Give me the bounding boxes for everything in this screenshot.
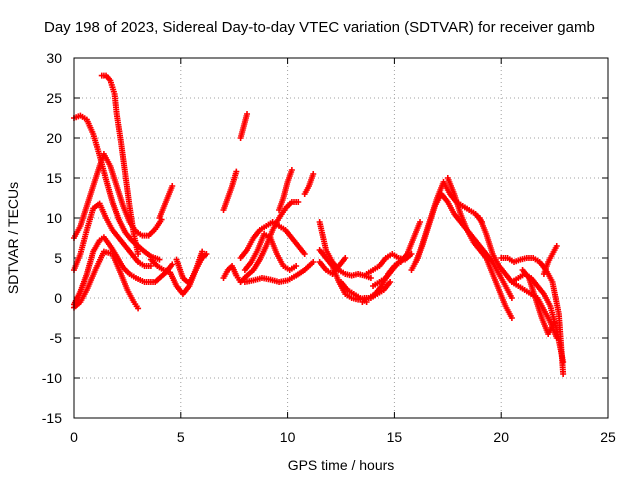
data-point: [169, 183, 176, 189]
y-tick-label: 15: [46, 170, 62, 186]
data-point: [417, 219, 424, 225]
x-tick-label: 5: [177, 429, 185, 445]
x-tick-label: 15: [387, 429, 403, 445]
series-track-06: [71, 248, 142, 312]
data-point: [233, 168, 240, 175]
plot-frame: [73, 57, 609, 419]
series-track-23: [363, 251, 415, 277]
series-track-18: [301, 171, 317, 197]
y-tick-label: 25: [46, 90, 62, 106]
y-tick-label: -10: [42, 370, 62, 386]
series-track-11: [220, 168, 240, 213]
data-point: [295, 199, 302, 205]
series-track-09: [156, 183, 176, 221]
y-tick-label: -15: [42, 410, 62, 426]
data-point: [169, 261, 176, 268]
series-track-31: [508, 271, 567, 365]
x-tick-label: 0: [70, 429, 78, 445]
series-track-14: [237, 219, 308, 261]
data-point: [310, 171, 317, 177]
data-point: [135, 251, 142, 257]
series-track-05: [71, 234, 176, 308]
series-track-12: [237, 111, 251, 141]
data-point: [367, 275, 374, 281]
data-point: [293, 263, 300, 269]
series-track-19: [316, 219, 374, 281]
data-point: [301, 251, 308, 257]
data-point: [156, 256, 163, 263]
data-point: [395, 259, 402, 265]
chart-title: Day 198 of 2023, Sidereal Day-to-day VTE…: [44, 19, 595, 36]
series-track-17: [276, 167, 295, 213]
data-point: [508, 295, 515, 301]
data-markers: [71, 72, 567, 377]
series-track-15: [241, 231, 300, 273]
data-point: [244, 111, 251, 117]
data-point: [199, 248, 206, 255]
y-tick-label: 0: [54, 290, 62, 306]
y-tick-label: 20: [46, 130, 62, 146]
data-point: [551, 319, 558, 325]
series-track-25: [370, 259, 402, 289]
series-track-08: [173, 248, 206, 287]
data-point: [553, 243, 560, 249]
y-tick-label: 30: [46, 50, 62, 66]
data-point: [560, 371, 567, 377]
x-tick-label: 10: [280, 429, 296, 445]
series-track-10: [220, 263, 244, 285]
data-point: [135, 305, 142, 312]
series-track-21: [316, 255, 349, 277]
y-tick-label: 10: [46, 210, 62, 226]
series-track-33: [540, 243, 560, 277]
y-axis-label: SDTVAR / TECUs: [5, 182, 21, 294]
series-track-28: [444, 175, 515, 321]
data-point: [508, 315, 515, 321]
x-tick-label: 20: [493, 429, 509, 445]
data-point: [147, 263, 154, 269]
data-point: [560, 359, 567, 365]
data-point: [288, 167, 295, 173]
data-point: [387, 279, 394, 285]
series-track-03: [71, 151, 165, 241]
x-axis-label: GPS time / hours: [288, 457, 395, 473]
y-tick-label: 5: [54, 250, 62, 266]
data-point: [342, 255, 349, 261]
y-tick-label: -5: [50, 330, 63, 346]
series-track-16: [241, 259, 317, 285]
x-tick-label: 25: [600, 429, 616, 445]
data-point: [310, 259, 317, 265]
series-track-32: [519, 267, 558, 337]
